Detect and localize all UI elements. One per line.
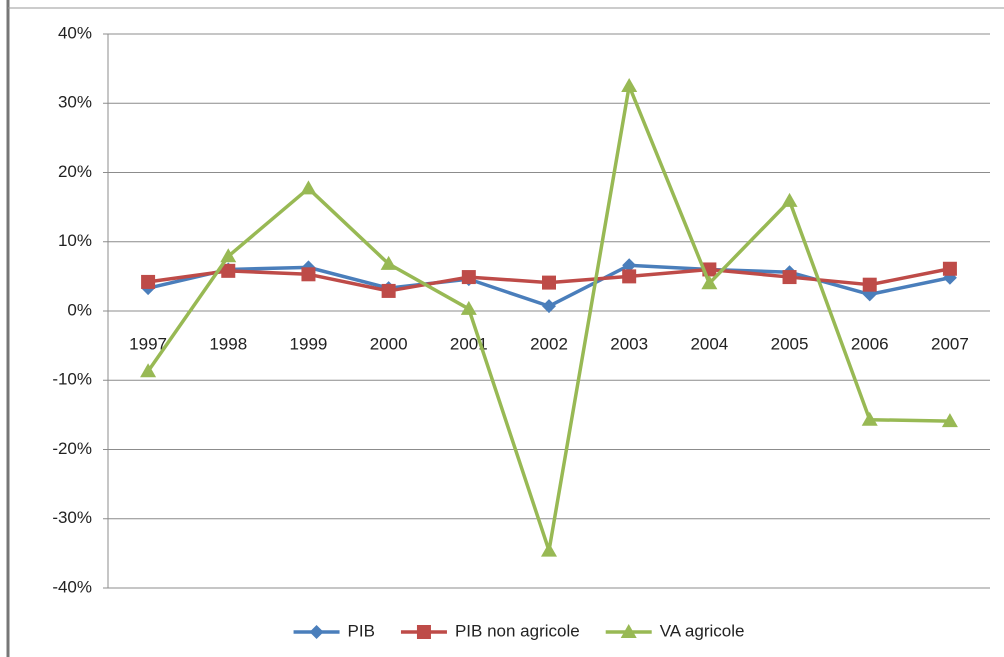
y-tick-label: 10% — [58, 231, 92, 250]
legend-label: PIB — [348, 621, 375, 640]
marker — [220, 248, 237, 263]
y-tick-label: 30% — [58, 93, 92, 112]
marker — [781, 192, 798, 207]
x-tick-label: 1998 — [209, 334, 247, 353]
y-tick-label: -10% — [52, 370, 92, 389]
x-tick-label: 1999 — [290, 334, 328, 353]
marker — [381, 283, 396, 298]
marker — [301, 267, 316, 282]
marker — [942, 261, 957, 276]
marker — [141, 274, 156, 289]
marker — [300, 180, 317, 195]
marker — [380, 255, 397, 270]
y-tick-label: -20% — [52, 439, 92, 458]
x-tick-label: 2004 — [690, 334, 728, 353]
x-tick-label: 2003 — [610, 334, 648, 353]
y-tick-label: 20% — [58, 162, 92, 181]
legend-marker — [620, 624, 637, 638]
x-tick-label: 2000 — [370, 334, 408, 353]
legend-label: VA agricole — [660, 621, 745, 640]
marker — [221, 263, 236, 278]
y-tick-label: 0% — [67, 300, 92, 319]
marker — [622, 258, 637, 273]
y-tick-label: -40% — [52, 577, 92, 596]
x-tick-label: 2007 — [931, 334, 969, 353]
legend-label: PIB non agricole — [455, 621, 580, 640]
marker — [541, 542, 557, 557]
marker — [782, 270, 797, 285]
marker — [460, 300, 477, 315]
marker — [862, 277, 877, 292]
x-tick-label: 2006 — [851, 334, 889, 353]
marker — [861, 411, 878, 426]
marker — [701, 275, 718, 290]
legend-marker — [309, 625, 324, 639]
marker — [621, 77, 638, 92]
marker — [461, 270, 476, 285]
marker — [941, 413, 958, 428]
marker — [140, 363, 157, 378]
y-tick-label: 40% — [58, 23, 92, 42]
y-tick-label: -30% — [52, 508, 92, 527]
marker — [542, 275, 556, 290]
marker — [622, 269, 637, 284]
marker — [542, 299, 556, 314]
x-tick-label: 2005 — [771, 334, 809, 353]
legend-marker — [416, 625, 431, 639]
x-tick-label: 2002 — [530, 334, 568, 353]
legend: PIB PIB non agricole VA agricole — [293, 621, 745, 640]
x-tick-label: 1997 — [129, 334, 167, 353]
